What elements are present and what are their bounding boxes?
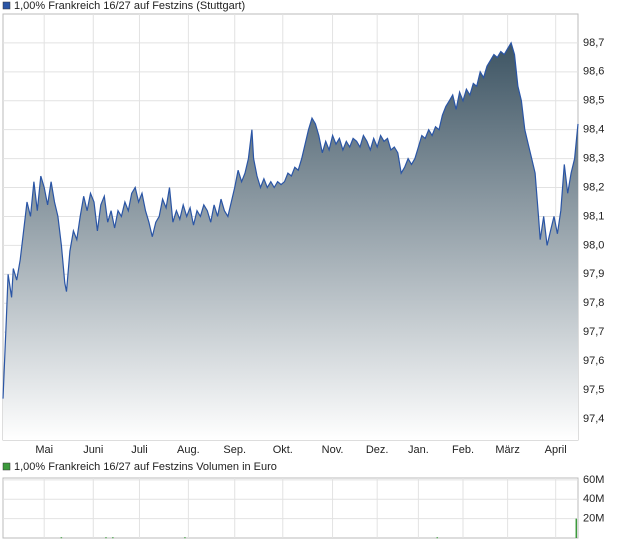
y-tick-label: 97,4 bbox=[583, 413, 604, 425]
y-tick-label: 40M bbox=[583, 493, 604, 505]
x-tick-label: Aug. bbox=[177, 444, 200, 456]
plot-area bbox=[2, 477, 579, 539]
y-tick-label: 97,9 bbox=[583, 268, 604, 280]
y-tick-label: 98,1 bbox=[583, 210, 604, 222]
volume-bar bbox=[105, 537, 107, 539]
x-tick-label: Dez. bbox=[366, 444, 389, 456]
y-tick-label: 98,6 bbox=[583, 66, 604, 78]
y-tick-label: 60M bbox=[583, 474, 604, 486]
y-tick-label: 97,6 bbox=[583, 355, 604, 367]
x-tick-label: Nov. bbox=[322, 444, 344, 456]
y-tick-label: 98,3 bbox=[583, 153, 604, 165]
x-tick-label: Okt. bbox=[273, 444, 293, 456]
y-tick-label: 98,2 bbox=[583, 181, 604, 193]
x-tick-label: Feb. bbox=[452, 444, 474, 456]
x-tick-label: Jan. bbox=[408, 444, 429, 456]
y-tick-label: 97,8 bbox=[583, 297, 604, 309]
volume-bar bbox=[60, 537, 63, 539]
y-tick-label: 98,5 bbox=[583, 95, 604, 107]
y-tick-label: 98,0 bbox=[583, 239, 604, 251]
area-fill bbox=[3, 42, 578, 441]
price-line bbox=[2, 41, 579, 399]
x-tick-label: Sep. bbox=[223, 444, 246, 456]
volume-bar bbox=[436, 537, 439, 539]
x-tick-label: März bbox=[495, 444, 519, 456]
x-tick-label: Juli bbox=[131, 444, 148, 456]
legend-swatch bbox=[2, 462, 11, 471]
y-tick-label: 97,7 bbox=[583, 326, 604, 338]
y-tick-label: 97,5 bbox=[583, 384, 604, 396]
x-tick-label: April bbox=[545, 444, 567, 456]
y-tick-label: 20M bbox=[583, 513, 604, 525]
volume-bar bbox=[184, 537, 186, 539]
x-tick-label: Mai bbox=[35, 444, 53, 456]
volume-bar bbox=[575, 518, 578, 538]
legend-title: 1,00% Frankreich 16/27 auf Festzins (Stu… bbox=[14, 0, 245, 12]
x-tick-label: Juni bbox=[83, 444, 103, 456]
volume-bar bbox=[112, 537, 114, 539]
y-tick-label: 98,7 bbox=[583, 37, 604, 49]
y-tick-label: 98,4 bbox=[583, 124, 604, 136]
legend-swatch bbox=[2, 1, 11, 10]
legend-title: 1,00% Frankreich 16/27 auf Festzins Volu… bbox=[14, 461, 277, 473]
